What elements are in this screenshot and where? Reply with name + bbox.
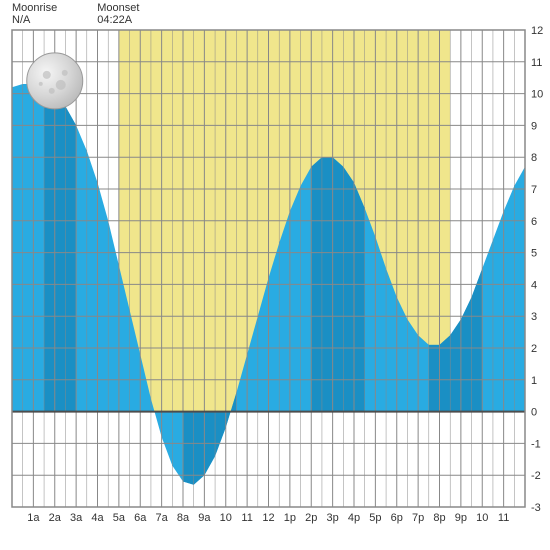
moonrise-label: Moonrise	[12, 2, 57, 14]
x-tick-label: 4a	[91, 512, 104, 524]
x-tick-label: 7p	[412, 512, 424, 524]
x-tick-label: 2p	[305, 512, 317, 524]
x-tick-label: 3a	[70, 512, 83, 524]
y-tick-label: 10	[531, 89, 543, 101]
y-tick-label: 4	[531, 279, 537, 291]
x-tick-label: 9p	[455, 512, 467, 524]
x-tick-label: 9a	[198, 512, 211, 524]
y-tick-label: 11	[531, 57, 542, 69]
y-tick-label: -1	[531, 438, 541, 450]
x-tick-label: 11	[498, 512, 509, 524]
y-tick-label: 1	[531, 375, 537, 387]
y-tick-label: 5	[531, 248, 537, 260]
x-tick-label: 8a	[177, 512, 190, 524]
x-tick-label: 10	[220, 512, 232, 524]
x-tick-label: 3p	[327, 512, 339, 524]
x-tick-label: 6p	[391, 512, 403, 524]
y-tick-label: 7	[531, 184, 537, 196]
moon-times-header: Moonrise N/A Moonset 04:22A	[12, 2, 139, 26]
moonset-block: Moonset 04:22A	[97, 2, 139, 26]
x-tick-label: 6a	[134, 512, 147, 524]
y-tick-label: 6	[531, 216, 537, 228]
moonset-value: 04:22A	[97, 14, 139, 26]
x-tick-label: 5p	[369, 512, 381, 524]
x-tick-label: 1a	[27, 512, 40, 524]
moonrise-value: N/A	[12, 14, 57, 26]
x-tick-label: 8p	[433, 512, 445, 524]
tide-chart: Moonrise N/A Moonset 04:22A 121110987654…	[0, 0, 550, 550]
x-tick-label: 2a	[49, 512, 62, 524]
x-tick-label: 4p	[348, 512, 360, 524]
moonrise-block: Moonrise N/A	[12, 2, 57, 26]
y-tick-label: -3	[531, 502, 541, 514]
moonset-label: Moonset	[97, 2, 139, 14]
x-tick-label: 7a	[156, 512, 169, 524]
chart-svg: 1211109876543210-1-2-31a2a3a4a5a6a7a8a9a…	[0, 0, 550, 550]
y-tick-label: 12	[531, 25, 543, 37]
x-tick-label: 12	[262, 512, 274, 524]
moon-icon	[27, 53, 83, 109]
x-tick-label: 11	[241, 512, 252, 524]
x-tick-label: 10	[476, 512, 488, 524]
y-tick-label: 3	[531, 311, 537, 323]
y-tick-label: 2	[531, 343, 537, 355]
y-tick-label: 8	[531, 152, 537, 164]
y-tick-label: -2	[531, 470, 541, 482]
x-tick-label: 1p	[284, 512, 296, 524]
x-tick-label: 5a	[113, 512, 126, 524]
y-tick-label: 0	[531, 407, 537, 419]
y-tick-label: 9	[531, 120, 537, 132]
